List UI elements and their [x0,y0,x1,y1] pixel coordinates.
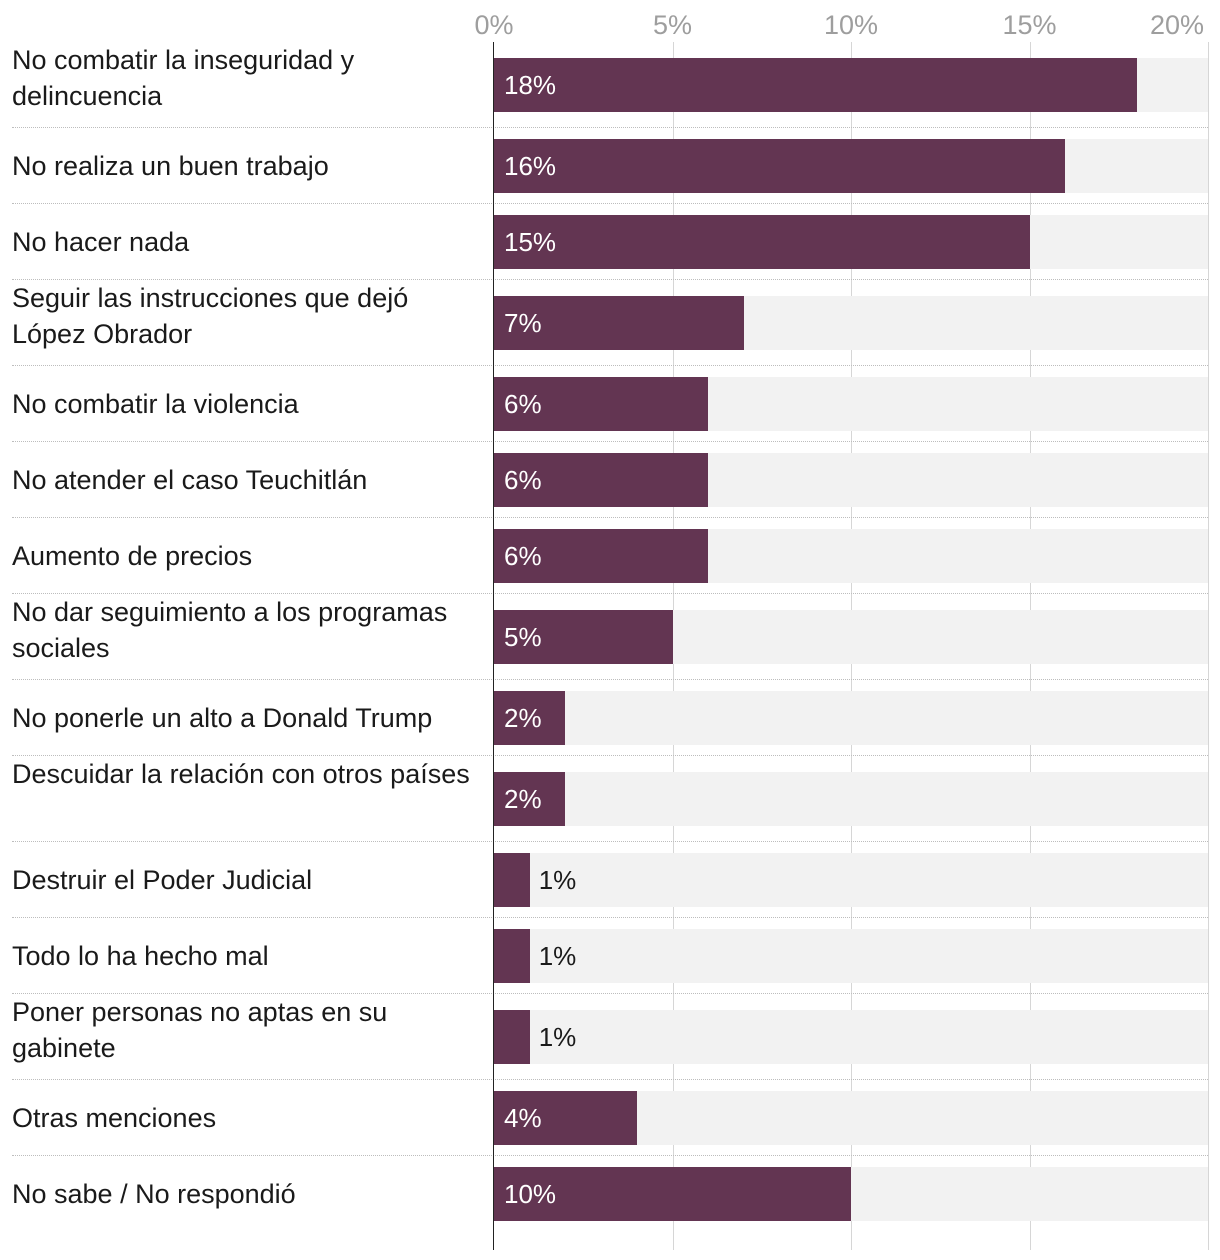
bar [494,772,566,826]
category-label: No combatir la inseguridad y delincuenci… [12,45,355,111]
category-label: Otras menciones [12,1103,217,1133]
chart-row: No combatir la inseguridad y delincuenci… [0,42,1220,128]
bar [494,1010,530,1064]
row-separator [12,993,1208,994]
row-separator [12,917,1208,918]
bar [494,610,673,664]
chart-row: Todo lo ha hecho mal 1% [0,918,1220,994]
category-label: No dar seguimiento a los programas socia… [12,597,448,663]
chart-row: Otras menciones 4% [0,1080,1220,1156]
row-separator [12,679,1208,680]
category-label: Descuidar la relación con otros países [12,759,470,789]
bar [494,58,1137,112]
chart-row: No atender el caso Teuchitlán 6% [0,442,1220,518]
value-label: 2% [504,784,542,814]
bar [494,1167,851,1221]
value-label: 1% [538,865,577,895]
x-tick-label: 5% [652,10,693,40]
x-tick-label: 10% [823,10,879,40]
chart-row: Aumento de precios 6% [0,518,1220,594]
category-label: No hacer nada [12,227,190,257]
row-separator [12,755,1208,756]
category-label: Todo lo ha hecho mal [12,941,269,971]
row-separator [12,441,1208,442]
chart-row: No sabe / No respondió 10% [0,1156,1220,1232]
row-separator [12,1155,1208,1156]
value-label: 2% [504,703,542,733]
x-tick-label: 0% [474,10,514,40]
bar [494,853,530,907]
category-label: No realiza un buen trabajo [12,151,329,181]
value-label: 6% [504,541,542,571]
chart-row: Poner personas no aptas en su gabinete 1% [0,994,1220,1080]
bar-track [494,1010,1208,1064]
y-axis-line [493,42,494,1250]
value-label: 4% [504,1103,542,1133]
row-separator [12,127,1208,128]
row-separator [12,203,1208,204]
category-label: No ponerle un alto a Donald Trump [12,703,433,733]
category-label: Destruir el Poder Judicial [12,865,313,895]
value-label: 6% [504,465,542,495]
bar [494,929,530,983]
row-separator [12,365,1208,366]
chart-row: Seguir las instrucciones que dejó López … [0,280,1220,366]
bar-track [494,853,1208,907]
value-label: 7% [504,308,542,338]
chart-row: No ponerle un alto a Donald Trump 2% [0,680,1220,756]
value-label: 18% [504,70,557,100]
bar [494,1091,637,1145]
category-label: Poner personas no aptas en su gabinete [12,997,388,1063]
value-label: 1% [538,1022,577,1052]
chart-row: Descuidar la relación con otros países 2% [0,756,1220,842]
category-label: No combatir la violencia [12,389,299,419]
value-label: 1% [538,941,577,971]
category-label: No atender el caso Teuchitlán [12,465,368,495]
bar [494,529,709,583]
value-label: 10% [504,1179,557,1209]
bar-track [494,929,1208,983]
row-separator [12,1079,1208,1080]
value-label: 6% [504,389,542,419]
bar [494,377,709,431]
bar-track [494,772,1208,826]
chart-row: Destruir el Poder Judicial 1% [0,842,1220,918]
x-gridline [1208,42,1209,1250]
category-label: Seguir las instrucciones que dejó López … [12,283,409,349]
bar [494,296,744,350]
chart-row: No realiza un buen trabajo 16% [0,128,1220,204]
value-label: 5% [504,622,542,652]
value-label: 15% [504,227,557,257]
chart-row: No hacer nada 15% [0,204,1220,280]
row-separator [12,279,1208,280]
row-separator [12,593,1208,594]
category-label: No sabe / No respondió [12,1179,296,1209]
bar [494,453,709,507]
category-label: Aumento de precios [12,541,253,571]
x-tick-label: 15% [1002,10,1057,40]
x-tick-label: 20% [1149,10,1205,40]
bar [494,691,566,745]
bar [494,139,1066,193]
row-separator [12,517,1208,518]
chart-row: No combatir la violencia 6% [0,366,1220,442]
chart-row: No dar seguimiento a los programas socia… [0,594,1220,680]
bar-track [494,691,1208,745]
row-separator [12,841,1208,842]
value-label: 16% [504,151,557,181]
bar [494,215,1030,269]
